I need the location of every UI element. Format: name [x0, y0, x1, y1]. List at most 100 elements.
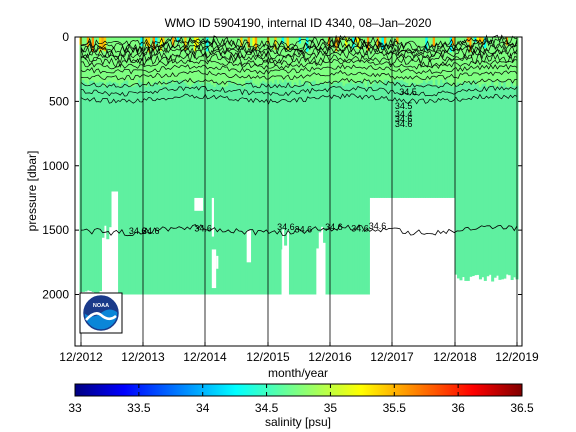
y-tick-label: 2000: [42, 288, 69, 302]
surface-patch: [140, 37, 144, 47]
profile-column: [135, 37, 139, 295]
profile-column: [186, 37, 190, 295]
profile-column: [425, 37, 429, 198]
upper-layer-column: [288, 37, 292, 82]
upper-layer-column: [108, 37, 112, 82]
upper-layer-column: [103, 37, 107, 87]
plot-area: 34.534.634.6 34.6 34.6 34.6 34.6 34.6 34.634.4…: [74, 34, 523, 347]
profile-column: [230, 37, 234, 295]
contour-line: [80, 58, 518, 70]
profile-column: [449, 37, 453, 198]
profile-column: [418, 37, 422, 198]
surface-patch: [98, 37, 102, 53]
profile-column: [116, 37, 120, 295]
profile-column: [179, 37, 183, 295]
surface-patch: [240, 37, 244, 46]
y-tick-label: 0: [62, 30, 69, 44]
upper-layer-column: [230, 37, 234, 84]
profile-column: [184, 37, 188, 295]
profile-column: [152, 37, 156, 295]
upper-layer-column: [496, 37, 500, 87]
profile-column: [354, 37, 358, 295]
surface-patch: [469, 37, 473, 52]
upper-layer-column: [223, 37, 227, 88]
profile-column: [510, 37, 514, 281]
upper-layer-column: [354, 37, 358, 84]
profile-column: [478, 37, 482, 280]
y-axis-label: pressure [dbar]: [25, 151, 39, 232]
upper-layer-column: [242, 37, 246, 88]
profile-column: [408, 37, 412, 198]
surface-patch: [206, 37, 210, 52]
surface-patch: [267, 37, 271, 44]
data-gap: [211, 197, 214, 237]
upper-layer-column: [422, 37, 426, 81]
surface-patch: [432, 37, 436, 47]
profile-column: [471, 37, 475, 277]
upper-layer-column: [269, 37, 273, 82]
profile-column: [415, 37, 419, 198]
profile-column: [113, 37, 117, 249]
x-tick-label: 12/2014: [183, 350, 227, 364]
profile-column: [401, 37, 405, 198]
surface-patch: [103, 37, 107, 52]
profile-column: [306, 37, 310, 295]
upper-layer-column: [393, 37, 397, 81]
upper-layer-column: [86, 37, 90, 85]
upper-layer-column: [237, 37, 241, 83]
profile-column: [276, 37, 280, 295]
profile-column: [323, 37, 327, 243]
upper-layer-column: [457, 37, 461, 83]
surface-patch: [476, 37, 480, 43]
upper-layer-column: [162, 37, 166, 80]
upper-layer-column: [218, 37, 222, 85]
upper-layer-column: [254, 37, 258, 85]
contour-line: [80, 85, 518, 97]
surface-patch: [286, 37, 290, 50]
profile-column: [493, 37, 497, 278]
upper-layer-column: [401, 37, 405, 81]
upper-layer-column: [327, 37, 331, 81]
upper-layer-column: [391, 37, 395, 84]
profile-column: [257, 37, 261, 295]
profile-column: [145, 37, 149, 295]
profile-column: [172, 37, 176, 295]
profile-column: [466, 37, 470, 281]
profile-column: [359, 37, 363, 295]
upper-layer-column: [145, 37, 149, 87]
data-gap: [216, 255, 219, 269]
upper-layer-column: [116, 37, 120, 84]
colorbar-tick-label: 34.5: [255, 401, 279, 415]
upper-layer-column: [135, 37, 139, 85]
profile-column: [162, 37, 166, 295]
colorbar-tick-label: 33: [68, 401, 82, 415]
upper-layer-column: [332, 37, 336, 83]
upper-layer-column: [469, 37, 473, 82]
profile-column: [337, 37, 341, 295]
upper-layer-column: [481, 37, 485, 85]
y-tick-label: 1000: [42, 159, 69, 173]
profile-column: [293, 37, 297, 295]
upper-layer-column: [232, 37, 236, 83]
upper-layer-column: [128, 37, 132, 86]
profile-column: [332, 37, 336, 295]
data-gap: [246, 230, 252, 263]
profile-column: [98, 37, 102, 292]
profile-column: [123, 37, 127, 295]
profile-column: [118, 37, 122, 295]
profile-column: [252, 37, 256, 295]
profile-column: [196, 37, 200, 295]
upper-layer-column: [164, 37, 168, 86]
profile-column: [376, 37, 380, 198]
profile-column: [164, 37, 168, 295]
profile-column: [476, 37, 480, 275]
profile-column: [391, 37, 395, 198]
upper-layer-column: [352, 37, 356, 84]
upper-layer-column: [184, 37, 188, 83]
profile-column: [498, 37, 502, 280]
profile-column: [269, 37, 273, 295]
noaa-logo-text: NOAA: [93, 303, 109, 309]
contour-line: [80, 77, 518, 89]
upper-layer-column: [259, 37, 263, 83]
upper-layer-column: [150, 37, 154, 87]
